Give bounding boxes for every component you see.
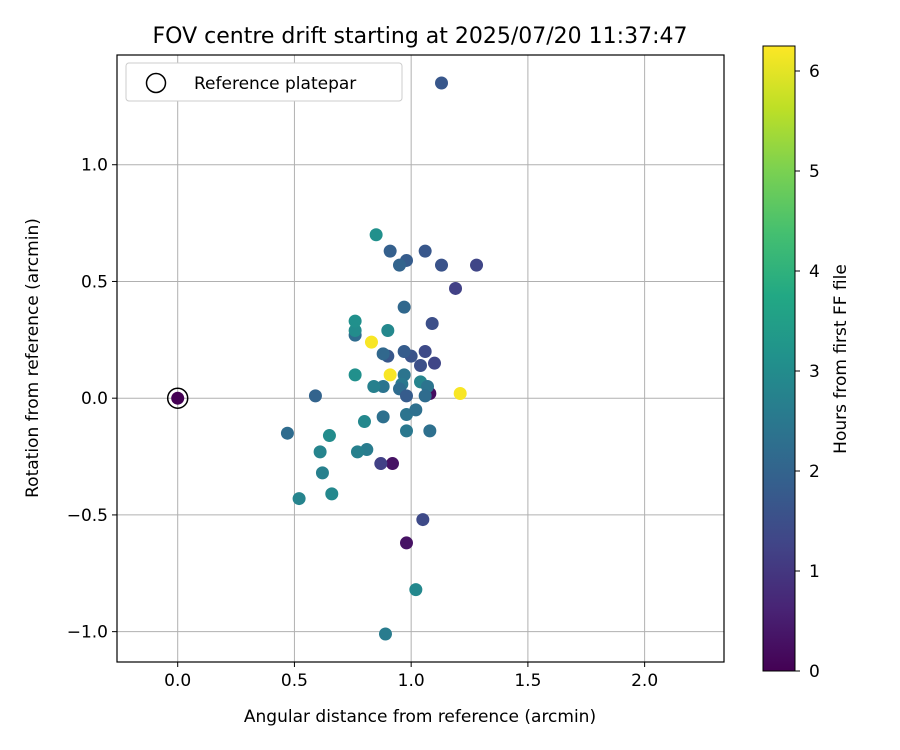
data-point	[425, 316, 439, 330]
colorbar-tick-label: 2	[809, 462, 820, 482]
data-point	[292, 492, 306, 506]
data-point	[470, 258, 484, 272]
legend-entry-reference-platepar: Reference platepar	[194, 74, 356, 94]
data-point	[376, 380, 390, 394]
data-point	[435, 76, 449, 90]
x-axis-label: Angular distance from reference (arcmin)	[244, 707, 596, 727]
data-point	[322, 429, 336, 443]
legend-box	[125, 62, 403, 102]
grid-lines	[117, 55, 724, 662]
axis-ticks: 0.0 0.5 1.0 1.5 2.0 −1.0 −0.5 0.0 0.5 1.0	[67, 156, 658, 691]
x-tick-label: 1.0	[398, 671, 425, 691]
data-point	[423, 424, 437, 438]
data-point	[449, 281, 463, 295]
colorbar-ticks: 0 1 2 3 4 5 6	[795, 62, 820, 682]
data-point	[308, 389, 322, 403]
legend: Reference platepar	[125, 62, 403, 102]
data-point	[416, 513, 430, 527]
colorbar-tick-label: 0	[809, 662, 820, 682]
data-point	[383, 244, 397, 258]
data-point	[367, 380, 381, 394]
data-point	[280, 426, 294, 440]
data-point	[453, 387, 467, 401]
data-point	[171, 391, 185, 405]
y-tick-label: 1.0	[81, 156, 108, 176]
data-point	[409, 403, 423, 417]
data-point	[325, 487, 339, 501]
data-point	[364, 335, 378, 349]
data-point	[381, 323, 395, 337]
data-point	[369, 228, 383, 242]
data-point	[378, 627, 392, 641]
data-point	[348, 368, 362, 382]
y-axis-label: Rotation from reference (arcmin)	[23, 218, 43, 498]
data-point	[383, 368, 397, 382]
data-point	[374, 457, 388, 471]
colorbar-tick-label: 4	[809, 262, 820, 282]
data-point	[376, 410, 390, 424]
data-point	[313, 445, 327, 459]
plot-area	[117, 55, 724, 662]
reference-point-marker	[166, 387, 189, 409]
data-point	[397, 300, 411, 314]
data-point	[409, 583, 423, 597]
data-point	[348, 323, 362, 337]
colorbar	[762, 45, 796, 672]
data-point	[399, 424, 413, 438]
data-point	[418, 344, 432, 358]
y-tick-label: −0.5	[67, 506, 108, 526]
data-point	[428, 356, 442, 370]
colorbar-tick-label: 1	[809, 562, 820, 582]
x-tick-label: 2.0	[631, 671, 658, 691]
data-point	[357, 415, 371, 429]
colorbar-tick-label: 3	[809, 362, 820, 382]
data-point	[376, 347, 390, 361]
data-point	[435, 258, 449, 272]
colorbar-tick-label: 5	[809, 162, 820, 182]
x-tick-label: 0.5	[281, 671, 308, 691]
colorbar-tick-label: 6	[809, 62, 820, 82]
x-tick-label: 1.5	[514, 671, 541, 691]
data-point	[418, 389, 432, 403]
data-point	[392, 258, 406, 272]
chart-title: FOV centre drift starting at 2025/07/20 …	[153, 24, 688, 49]
scatter-points	[166, 76, 484, 641]
data-point	[399, 536, 413, 550]
data-point	[315, 466, 329, 480]
data-point	[414, 359, 427, 373]
y-tick-label: 0.0	[81, 389, 108, 409]
legend-marker-icon	[145, 72, 167, 94]
data-point	[397, 344, 411, 358]
data-point	[350, 445, 364, 459]
data-point	[399, 389, 413, 403]
y-tick-label: −1.0	[67, 623, 108, 643]
data-point	[418, 244, 432, 258]
x-tick-label: 0.0	[164, 671, 191, 691]
plot-frame	[116, 54, 725, 663]
colorbar-label: Hours from first FF file	[831, 264, 851, 454]
data-point	[348, 314, 362, 328]
data-point	[385, 457, 399, 471]
y-tick-label: 0.5	[81, 272, 108, 292]
